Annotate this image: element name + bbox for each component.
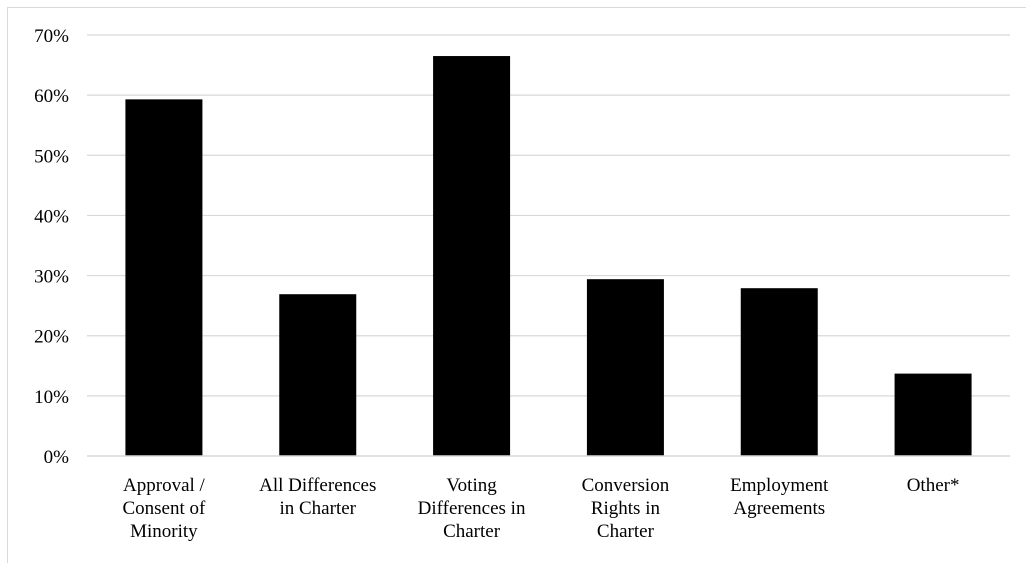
x-category-label-line: Other* [907, 475, 960, 496]
bar [433, 56, 511, 457]
x-category-label-line: Employment [730, 475, 829, 496]
bar [125, 99, 203, 457]
x-category-label-line: Voting [446, 475, 497, 496]
bars [125, 56, 972, 457]
x-category-label-line: in Charter [279, 498, 356, 519]
y-tick-label: 30% [34, 267, 69, 288]
gridlines [87, 34, 1010, 397]
x-category-label-line: Charter [443, 521, 501, 542]
chart-frame [7, 7, 1026, 563]
y-tick-label: 50% [34, 146, 69, 167]
x-category-label-line: Differences in [418, 498, 526, 519]
x-category-label-line: All Differences [259, 475, 376, 496]
x-category-label-line: Minority [130, 521, 198, 542]
x-category-label-line: Charter [597, 521, 655, 542]
x-category-label: Conversion Rights in Charter [582, 475, 670, 542]
y-tick-label: 70% [34, 26, 69, 47]
bar [740, 288, 818, 456]
x-category-label-line: Consent of [122, 498, 206, 519]
x-category-label-line: Rights in [591, 498, 661, 519]
x-category-label-line: Conversion [582, 475, 670, 496]
x-axis-category-labels: Approval / Consent of Minority All Differen… [122, 475, 959, 542]
y-tick-label: 20% [34, 327, 69, 348]
bar [894, 373, 972, 456]
y-tick-label: 10% [34, 387, 69, 408]
bar [586, 279, 664, 456]
y-tick-label: 60% [34, 86, 69, 107]
y-tick-label: 40% [34, 206, 69, 227]
x-category-label-line: Approval / [123, 475, 206, 496]
y-axis-tick-labels: 0% 10% 20% 30% 40% 50% 60% 70% [34, 26, 69, 468]
x-category-label: Other* [907, 475, 960, 496]
bar [279, 294, 357, 456]
x-category-label: Voting Differences in Charter [418, 475, 526, 542]
x-category-label: Employment Agreements [730, 475, 829, 519]
y-tick-label: 0% [44, 447, 70, 468]
x-category-label: All Differences in Charter [259, 475, 376, 519]
x-category-label: Approval / Consent of Minority [122, 475, 206, 542]
x-category-label-line: Agreements [733, 498, 825, 519]
